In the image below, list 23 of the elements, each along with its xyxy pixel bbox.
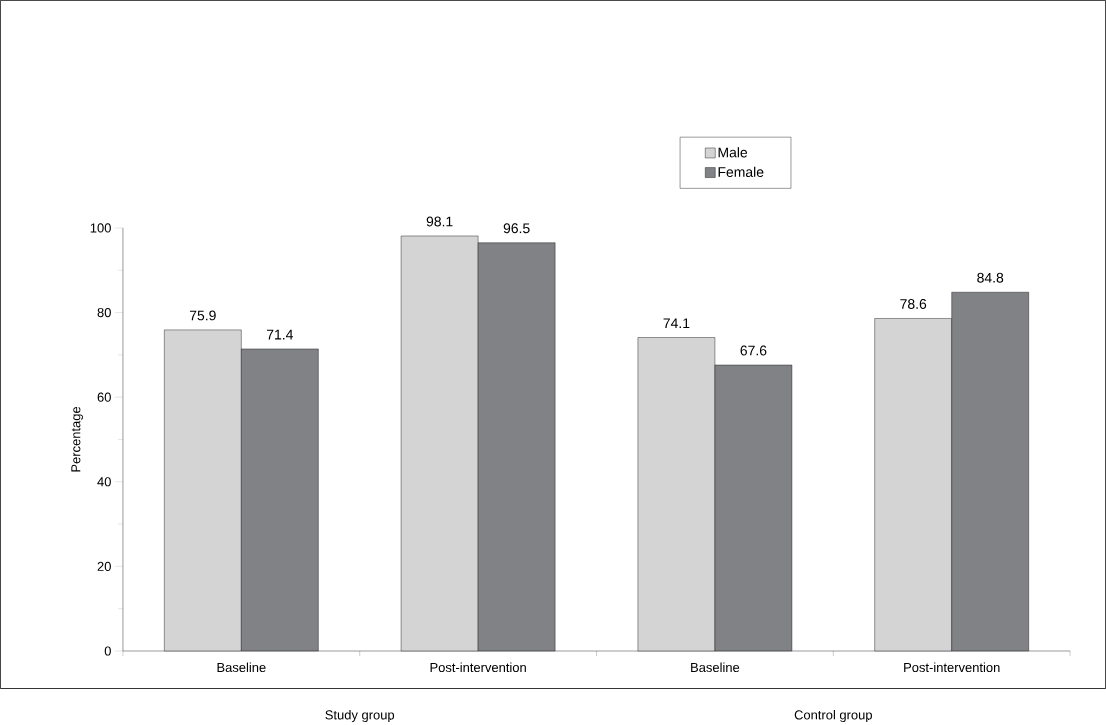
y-tick-label: 0 bbox=[104, 646, 111, 656]
y-tick-label: 100 bbox=[90, 223, 111, 233]
y-tick-label: 60 bbox=[97, 392, 111, 402]
y-tick-label: 80 bbox=[97, 307, 111, 317]
y-axis-title: Percentage bbox=[71, 406, 83, 472]
data-label: 74.1 bbox=[663, 318, 690, 328]
data-label: 98.1 bbox=[426, 216, 453, 227]
y-tick-label: 40 bbox=[97, 477, 111, 487]
x-tick-label: Baseline bbox=[691, 662, 740, 672]
data-label: 71.4 bbox=[266, 329, 293, 340]
data-label: 67.6 bbox=[740, 345, 767, 356]
text: Study group bbox=[325, 709, 395, 722]
data-label: 78.6 bbox=[900, 298, 927, 309]
data-label: 84.8 bbox=[977, 272, 1004, 283]
x-tick-label: Post-intervention bbox=[904, 662, 1000, 672]
data-label: 75.9 bbox=[189, 310, 216, 321]
legend-label: Male bbox=[718, 146, 748, 158]
legend-label: Female bbox=[718, 166, 764, 177]
data-label: 96.5 bbox=[503, 223, 530, 234]
x-tick-label: Post-intervention bbox=[430, 662, 526, 672]
x-tick-label: Baseline bbox=[217, 662, 266, 672]
y-tick-label: 20 bbox=[97, 561, 111, 571]
text: Control group bbox=[794, 709, 872, 722]
